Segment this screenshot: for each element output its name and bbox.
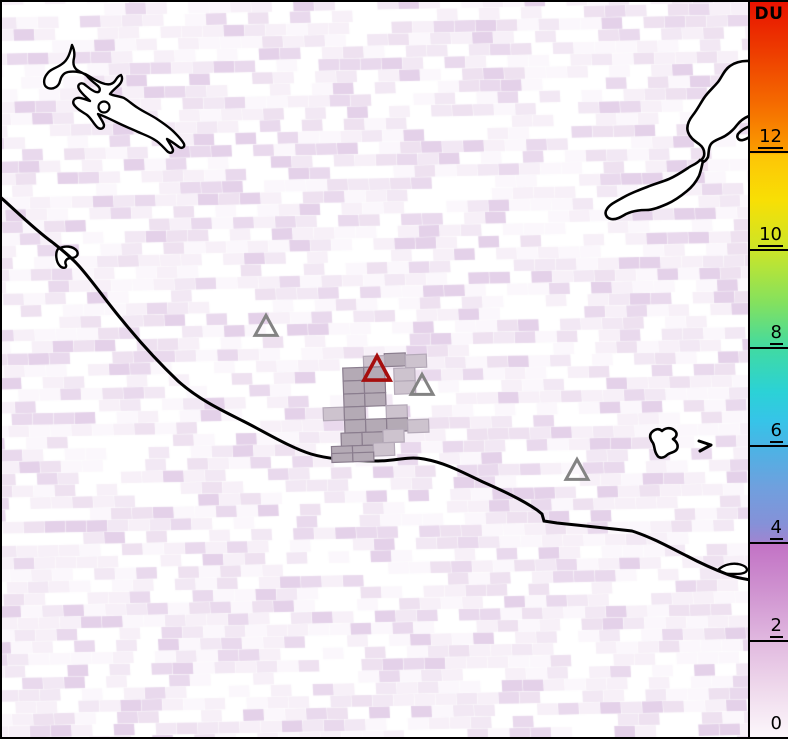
lake-northeast-spur-outline [736,124,750,142]
pixel-cell [393,366,416,382]
map-layer [2,43,750,582]
pixel-cell [372,441,396,457]
colorbar-tick [750,542,788,544]
pixel-cell [342,392,366,408]
volcano-marker-active [360,352,394,382]
pixel-cell [342,366,365,382]
colorbar-tick [750,640,788,642]
so2-pixel-cluster [322,352,430,464]
lake-northeast-upper-outline [686,59,750,164]
colorbar-unit-label: DU [754,4,784,24]
pixel-cell [352,451,375,463]
colorbar-tick-label: 2 [769,615,783,638]
lake-northwest-inner-outline [97,100,111,114]
pixel-cell [406,418,430,434]
colorbar-tick-label: 6 [769,420,783,443]
volcano-marker [408,371,436,396]
island-east-small-outline [697,439,713,453]
colorbar-tick [750,347,788,349]
pixel-cell [382,428,405,444]
lake-northeast-lower-outline [604,158,705,221]
colorbar-tick [750,151,788,153]
pixel-cell [343,405,367,421]
volcano-marker [563,456,591,481]
colorbar-tick-label: 0 [770,713,782,734]
colorbar: 12 10 8 6 4 2 0 DU [748,2,788,737]
pixel-cell [343,418,367,434]
pixel-cell [404,353,428,369]
colorbar-tick-label: 8 [769,322,783,345]
pixel-cell [331,452,354,464]
pixel-cell [342,379,366,395]
coast-spit-outline [55,245,79,269]
pixel-cell [383,352,407,368]
lake-northwest-outline [42,43,186,154]
colorbar-tick [750,445,788,447]
pixel-cell [322,406,346,422]
colorbar-tick-label: 4 [769,517,783,540]
pixel-cell [363,392,387,407]
volcano-marker [252,312,280,337]
colorbar-gradient [750,2,788,737]
island-east-large-outline [648,426,679,459]
colorbar-tick-label: 10 [758,224,783,247]
pixel-cell [340,431,364,447]
colorbar-tick [750,249,788,251]
colorbar-tick-label: 12 [758,126,783,149]
map-area [2,2,750,737]
pixel-cell [385,404,409,420]
